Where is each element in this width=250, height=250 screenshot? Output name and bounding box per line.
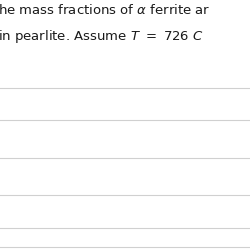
Text: in pearlite. Assume $T\ =\ 726\ C$: in pearlite. Assume $T\ =\ 726\ C$ xyxy=(0,28,204,45)
Text: he mass fractions of $\alpha$ ferrite ar: he mass fractions of $\alpha$ ferrite ar xyxy=(0,3,210,17)
